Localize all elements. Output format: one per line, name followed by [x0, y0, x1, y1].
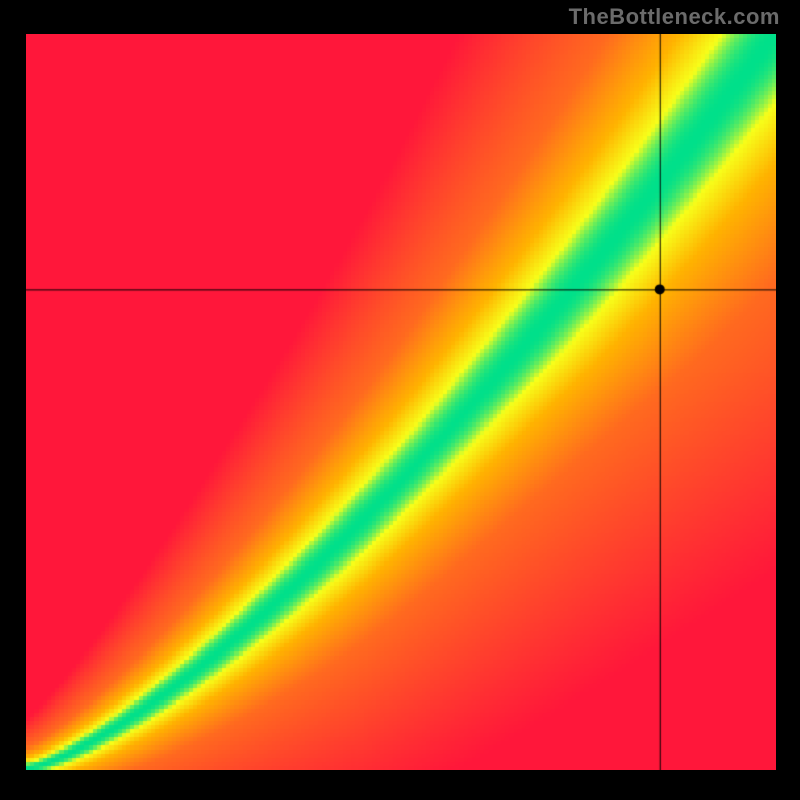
watermark-text: TheBottleneck.com [569, 4, 780, 30]
bottleneck-heatmap-canvas [26, 34, 776, 770]
chart-container: TheBottleneck.com [0, 0, 800, 800]
